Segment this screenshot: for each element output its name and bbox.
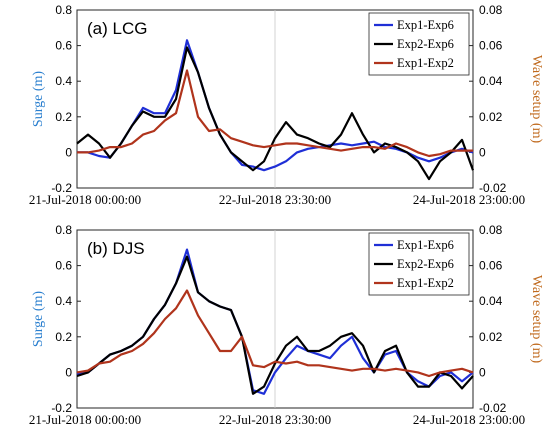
y-tick-label-left: 0.6 xyxy=(55,39,72,53)
y-tick-label-right: 0.02 xyxy=(479,330,503,344)
series-line-exp2-exp6 xyxy=(76,255,474,395)
y-axis-label-right: Wave setup (m) xyxy=(529,55,544,144)
legend-label: Exp1-Exp6 xyxy=(397,238,454,252)
legend-label: Exp2-Exp6 xyxy=(397,37,454,51)
x-tick-label: 24-Jul-2018 23:00:00 xyxy=(413,412,525,427)
x-tick-label: 21-Jul-2018 00:00:00 xyxy=(29,192,141,207)
panel-title: (a) LCG xyxy=(87,19,147,38)
y-tick-label-right: -0.02 xyxy=(479,401,507,415)
y-tick-label-left: 0 xyxy=(65,145,72,159)
y-axis-label-left: Surge (m) xyxy=(31,71,46,127)
series-line-exp1-exp2 xyxy=(77,69,473,158)
x-tick-label: 22-Jul-2018 23:30:00 xyxy=(219,412,331,427)
y-axis-label-right: Wave setup (m) xyxy=(529,275,544,364)
y-tick-label-right: 0.08 xyxy=(479,3,503,17)
x-tick-label: 24-Jul-2018 23:00:00 xyxy=(413,192,525,207)
y-tick-label-left: 0.8 xyxy=(55,223,72,237)
y-tick-label-right: 0.06 xyxy=(479,39,503,53)
series-line-exp2-exp6 xyxy=(76,46,475,181)
legend: Exp1-Exp6 Exp2-Exp6 Exp1-Exp2 xyxy=(368,12,470,76)
y-tick-label-right: 0 xyxy=(479,365,486,379)
y-tick-label-left: -0.2 xyxy=(51,181,72,195)
y-tick-label-right: 0 xyxy=(479,145,486,159)
y-tick-label-left: 0 xyxy=(65,365,72,379)
y-tick-label-left: 0.2 xyxy=(55,330,72,344)
y-axis-label-left: Surge (m) xyxy=(31,291,46,347)
legend: Exp1-Exp6 Exp2-Exp6 Exp1-Exp2 xyxy=(368,232,470,296)
y-tick-label-left: -0.2 xyxy=(51,401,72,415)
y-tick-label-left: 0.4 xyxy=(55,74,72,88)
legend-label: Exp1-Exp6 xyxy=(397,18,454,32)
legend-label: Exp2-Exp6 xyxy=(397,257,454,271)
series-line-exp1-exp2 xyxy=(76,289,474,378)
panel-title: (b) DJS xyxy=(87,239,145,258)
chart-panel-1: 21-Jul-2018 00:00:00 22-Jul-2018 23:30:00… xyxy=(29,3,544,207)
y-tick-label-left: 0.6 xyxy=(55,259,72,273)
legend-label: Exp1-Exp2 xyxy=(397,276,454,290)
y-tick-label-right: 0.02 xyxy=(479,110,503,124)
y-tick-label-right: 0.06 xyxy=(479,259,503,273)
legend-label: Exp1-Exp2 xyxy=(397,56,454,70)
y-tick-label-left: 0.8 xyxy=(55,3,72,17)
y-tick-label-right: 0.04 xyxy=(479,74,503,88)
chart-panel-2: 21-Jul-2018 00:00:00 22-Jul-2018 23:30:00… xyxy=(29,223,544,427)
y-tick-label-right: 0.04 xyxy=(479,294,503,308)
y-tick-label-left: 0.2 xyxy=(55,110,72,124)
y-tick-label-left: 0.4 xyxy=(55,294,72,308)
y-tick-label-right: -0.02 xyxy=(479,181,507,195)
x-tick-label: 21-Jul-2018 00:00:00 xyxy=(29,412,141,427)
y-tick-label-right: 0.08 xyxy=(479,223,503,237)
x-tick-label: 22-Jul-2018 23:30:00 xyxy=(219,192,331,207)
